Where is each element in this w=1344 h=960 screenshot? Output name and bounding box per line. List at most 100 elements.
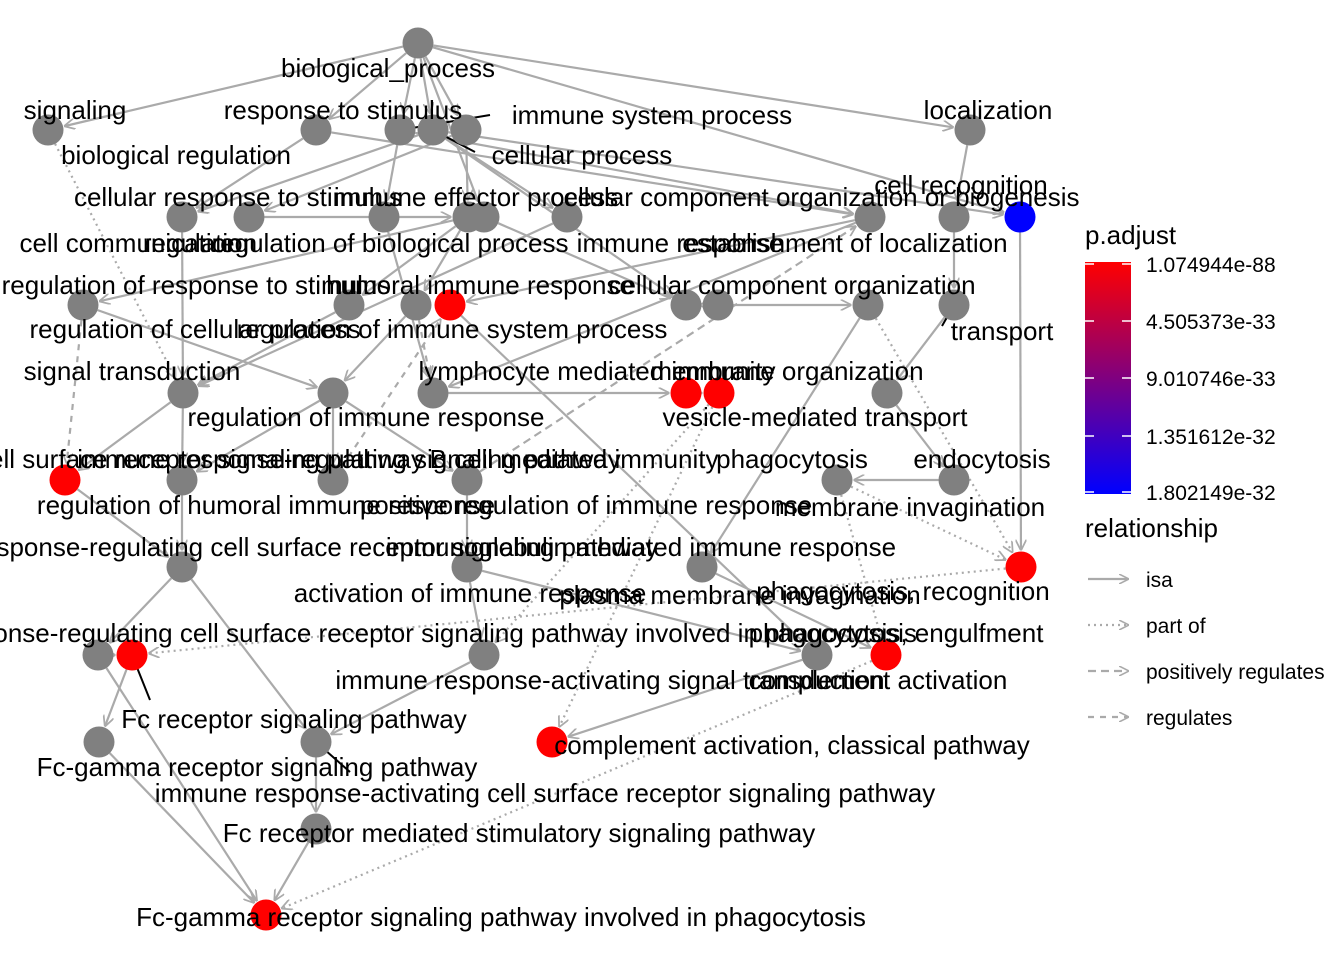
edge-isa [1020, 232, 1021, 549]
node-label-endocytosis: endocytosis [913, 444, 1050, 474]
node-immune-sys[interactable] [384, 114, 416, 146]
edge-isa [415, 131, 853, 214]
node-cell-resp[interactable] [166, 201, 198, 233]
node-label-fcg-phago: Fc-gamma receptor signaling pathway invo… [136, 902, 866, 932]
node-transport[interactable] [938, 289, 970, 321]
node-fc-stim[interactable] [300, 813, 332, 845]
node-label-signal-trans: signal transduction [24, 356, 241, 386]
edge-isa [957, 145, 969, 200]
node-membrane-inv[interactable] [852, 289, 884, 321]
node-b-cell-imm[interactable] [670, 377, 702, 409]
node-vesicle-tr[interactable] [871, 377, 903, 409]
node-label-reg-resp-stim: regulation of response to stimulus [2, 270, 391, 300]
edge-isa [448, 131, 1002, 214]
node-resp-stim[interactable] [300, 114, 332, 146]
color-tick-label: 1.074944e-88 [1146, 254, 1276, 277]
node-ir-act-csr[interactable] [300, 726, 332, 758]
node-phago-engulf[interactable] [870, 639, 902, 671]
node-label-localization: localization [924, 95, 1053, 125]
color-tick-label: 4.505373e-33 [1146, 311, 1276, 334]
node-signaling[interactable] [32, 114, 64, 146]
edge-isa [100, 219, 454, 301]
node-reg-immune-sys[interactable] [400, 289, 432, 321]
node-label-ig-med: immunoglobulin mediated immune response [386, 532, 896, 562]
node-ir-reg-csr[interactable] [166, 551, 198, 583]
legend-label-isa: isa [1146, 569, 1173, 592]
node-complement-classical[interactable] [536, 726, 568, 758]
edge-isa [424, 56, 457, 115]
edge-isa [345, 315, 407, 380]
node-label-humoral: humoral immune response [326, 270, 634, 300]
node-humoral[interactable] [434, 289, 466, 321]
node-cell-recog[interactable] [1004, 201, 1036, 233]
node-label-cc-org: cellular component organization [608, 270, 975, 300]
node-endocytosis[interactable] [938, 464, 970, 496]
node-estab-loc[interactable] [938, 201, 970, 233]
node-bio-reg[interactable] [450, 114, 482, 146]
color-tick-label: 9.010746e-33 [1146, 368, 1276, 391]
edge-positively-regulates [479, 227, 855, 473]
edge-isa [387, 145, 399, 200]
node-reg-immune-resp[interactable] [317, 377, 349, 409]
node-label-bp: biological_process [281, 53, 495, 83]
edge-isa [433, 44, 952, 127]
node-label-membrane-org: membrane organization [650, 356, 923, 386]
node-fcg-phago[interactable] [250, 899, 282, 931]
node-csr-sig[interactable] [49, 464, 81, 496]
node-ir-reg-csr-phago[interactable] [82, 639, 114, 671]
node-immune-resp[interactable] [854, 201, 886, 233]
node-fcg-sig[interactable] [83, 726, 115, 758]
node-pm-inv[interactable] [686, 551, 718, 583]
node-complement-act[interactable] [801, 639, 833, 671]
edge-isa [108, 752, 254, 902]
edge-isa [404, 57, 416, 113]
node-membrane-org[interactable] [702, 289, 734, 321]
node-cc-org[interactable] [670, 289, 702, 321]
node-label-ir-reg-csr-phago: immune response-regulating cell surface … [0, 618, 917, 648]
node-signal-trans[interactable] [167, 377, 199, 409]
node-label-complement-act: complement activation [749, 665, 1008, 695]
node-reg-bio-proc[interactable] [452, 201, 484, 233]
node-label-signaling: signaling [24, 95, 127, 125]
node-ir-reg-sig[interactable] [166, 464, 198, 496]
node-reg-resp-stim[interactable] [67, 289, 99, 321]
node-bp[interactable] [402, 27, 434, 59]
color-tick-label: 1.802149e-32 [1146, 482, 1276, 505]
node-label-csr-sig: cell surface receptor signaling pathway [0, 444, 424, 474]
node-label-transport: transport [951, 316, 1054, 346]
node-label-immune-resp: immune response [577, 228, 784, 258]
node-label-phago-recog: phagocytosis, recognition [756, 576, 1049, 606]
edge-isa [711, 317, 861, 552]
node-lymph-med[interactable] [417, 377, 449, 409]
edge-isa [199, 222, 554, 385]
edge-isa [65, 45, 404, 126]
node-label-reg-immune-resp: regulation of immune response [188, 402, 545, 432]
edge-regulates [417, 320, 430, 376]
node-immune-eff[interactable] [368, 201, 400, 233]
node-label-cell-recog: cell recognition [874, 170, 1047, 200]
node-phago-recog[interactable] [1005, 551, 1037, 583]
node-act-immune[interactable] [451, 551, 483, 583]
node-regulation[interactable] [233, 201, 265, 233]
edge-part-of [850, 485, 1005, 560]
node-label-phagocytosis: phagocytosis [716, 444, 868, 474]
node-localization[interactable] [954, 114, 986, 146]
node-cellular-proc[interactable] [417, 114, 449, 146]
node-pos-reg-resp[interactable] [451, 464, 483, 496]
node-cell-comm[interactable] [551, 201, 583, 233]
node-label-cellular-proc: cellular process [492, 140, 673, 170]
node-phagocytosis[interactable] [821, 464, 853, 496]
node-fc-sig[interactable] [116, 639, 148, 671]
node-reg-cell-proc[interactable] [333, 289, 365, 321]
edge-isa [332, 661, 471, 734]
node-layer [32, 27, 1037, 931]
label-layer: biological_process signaling response to s… [0, 53, 1080, 932]
node-reg-humoral[interactable] [317, 464, 349, 496]
legend: p.adjust 1.074944e-88 4.505373e-33 9.010… [1085, 220, 1325, 730]
node-ir-act-sig[interactable] [468, 639, 500, 671]
legend-label-regulates: regulates [1146, 707, 1232, 730]
node-ig-med[interactable] [703, 377, 735, 409]
edge-isa [275, 841, 310, 899]
node-label-regulation: regulation [143, 228, 257, 258]
